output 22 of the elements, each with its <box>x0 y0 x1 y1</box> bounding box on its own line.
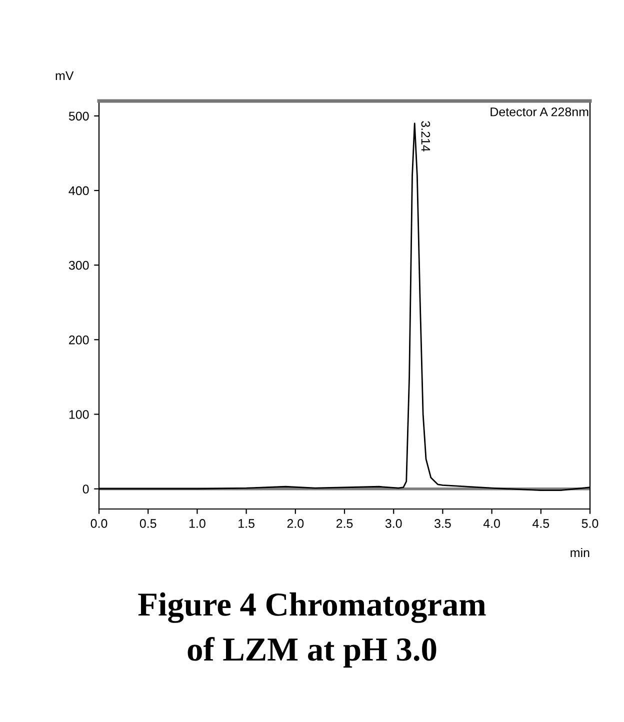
annotation: 3.214 <box>421 121 430 152</box>
annotation: Detector A 228nm <box>490 107 588 116</box>
x-tick-label: 0.5 <box>140 519 156 528</box>
y-tick-label: 400 <box>68 186 89 196</box>
y-tick-label: 0 <box>82 484 89 494</box>
y-tick-label: 500 <box>68 112 89 121</box>
y-tick-label: 200 <box>69 335 89 344</box>
x-tick-label: 0.0 <box>90 519 108 528</box>
x-axis-title: min <box>570 548 590 557</box>
x-tick-label: 2.0 <box>287 519 304 528</box>
x-tick-label: 3.5 <box>434 519 451 528</box>
text: Figure 4 Chromatogram of LZM at pH 3.0 <box>138 592 486 668</box>
y-axis-title: mV <box>56 71 74 80</box>
x-tick-label: 2.5 <box>336 519 353 528</box>
x-tick-label: 4.5 <box>532 519 550 528</box>
x-tick-label: 4.0 <box>483 519 500 528</box>
x-tick-label: 1.0 <box>189 519 206 528</box>
x-tick-label: 1.5 <box>238 519 254 528</box>
x-tick-label: 3.0 <box>385 519 402 528</box>
x-tick-label: 5.0 <box>582 519 598 528</box>
y-tick-label: 100 <box>69 410 89 419</box>
y-tick-label: 300 <box>68 260 89 270</box>
